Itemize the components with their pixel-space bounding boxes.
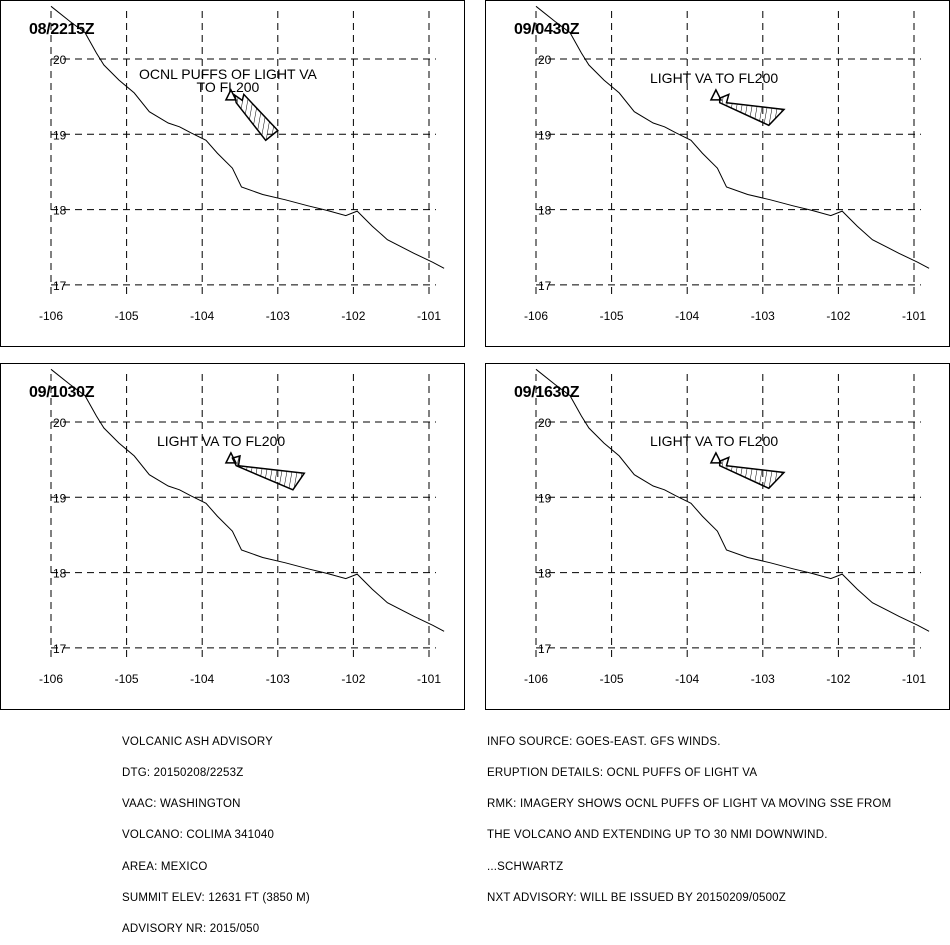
lat-tick-label: 17 bbox=[538, 279, 552, 293]
lat-tick-label: 18 bbox=[538, 204, 552, 218]
lon-tick-label: -102 bbox=[341, 672, 365, 686]
coastline bbox=[50, 5, 445, 269]
map-canvas: -106 -105 -104 -103 -102 -101 20 19 18 17 bbox=[39, 5, 445, 323]
panel-time-label: 08/2215Z bbox=[29, 21, 95, 38]
lon-tick-label: -105 bbox=[600, 309, 624, 323]
lon-tick-label: -101 bbox=[417, 309, 441, 323]
ash-label: LIGHT VA TO FL200 bbox=[650, 433, 779, 449]
advisory-line: THE VOLCANO AND EXTENDING UP TO 30 NMI D… bbox=[487, 829, 828, 842]
forecast-panel-2: -106 -105 -104 -103 -102 -101 20 19 18 17 09/0430… bbox=[485, 0, 950, 347]
lon-tick-label: -103 bbox=[266, 309, 290, 323]
lon-tick-label: -104 bbox=[675, 309, 699, 323]
ash-label-line: LIGHT VA TO FL200 bbox=[650, 433, 779, 449]
volcano-icon bbox=[709, 88, 723, 101]
volcano-icon bbox=[709, 451, 723, 464]
lat-tick-label: 18 bbox=[53, 567, 67, 581]
ash-cloud-polygon bbox=[718, 93, 786, 127]
lon-tick-label: -106 bbox=[39, 672, 63, 686]
ash-label: LIGHT VA TO FL200 bbox=[650, 70, 779, 86]
lat-tick-label: 17 bbox=[538, 642, 552, 656]
lat-tick-label: 20 bbox=[538, 53, 552, 67]
lat-tick-label: 19 bbox=[538, 491, 552, 505]
lon-tick-label: -105 bbox=[115, 672, 139, 686]
panel-time-label: 09/0430Z bbox=[514, 21, 580, 38]
lon-tick-label: -101 bbox=[902, 672, 926, 686]
lon-tick-label: -106 bbox=[39, 309, 63, 323]
coastline bbox=[535, 5, 930, 269]
ash-label: OCNL PUFFS OF LIGHT VA TO FL200 bbox=[139, 66, 317, 95]
lat-tick-label: 19 bbox=[53, 491, 67, 505]
forecast-panel-3: -106 -105 -104 -103 -102 -101 20 19 18 17 09/1030… bbox=[0, 363, 465, 710]
ash-cloud-polygon bbox=[718, 456, 786, 490]
lon-tick-label: -102 bbox=[341, 309, 365, 323]
coastline bbox=[535, 368, 930, 632]
lon-tick-label: -103 bbox=[751, 672, 775, 686]
lon-tick-label: -102 bbox=[826, 309, 850, 323]
panel-time-label: 09/1030Z bbox=[29, 384, 95, 401]
forecast-panel-1: -106 -105 -104 -103 -102 -101 20 19 18 17 08/2215… bbox=[0, 0, 465, 347]
lon-tick-label: -105 bbox=[600, 672, 624, 686]
volcano-icon bbox=[224, 451, 238, 464]
advisory-info-right: INFO SOURCE: GOES-EAST. GFS WINDS. ERUPT… bbox=[487, 716, 891, 914]
advisory-line: RMK: IMAGERY SHOWS OCNL PUFFS OF LIGHT V… bbox=[487, 798, 892, 811]
ash-label-line: OCNL PUFFS OF LIGHT VA bbox=[139, 66, 317, 82]
lon-tick-label: -105 bbox=[115, 309, 139, 323]
lon-tick-label: -104 bbox=[190, 309, 214, 323]
advisory-line: VOLCANIC ASH ADVISORY bbox=[122, 735, 273, 748]
lon-tick-label: -101 bbox=[902, 309, 926, 323]
ash-label-line: LIGHT VA TO FL200 bbox=[157, 433, 286, 449]
coastline bbox=[50, 368, 445, 632]
ash-label-line: TO FL200 bbox=[196, 79, 260, 95]
ash-cloud-polygon bbox=[233, 92, 279, 142]
map-canvas: -106 -105 -104 -103 -102 -101 20 19 18 17 bbox=[524, 368, 930, 686]
lon-tick-label: -103 bbox=[751, 309, 775, 323]
lat-tick-label: 20 bbox=[538, 416, 552, 430]
panel-time-label: 09/1630Z bbox=[514, 384, 580, 401]
advisory-line: NXT ADVISORY: WILL BE ISSUED BY 20150209… bbox=[487, 891, 786, 904]
lat-tick-label: 19 bbox=[53, 128, 67, 142]
lat-tick-label: 18 bbox=[538, 567, 552, 581]
advisory-line: DTG: 20150208/2253Z bbox=[122, 767, 244, 780]
lat-tick-label: 17 bbox=[53, 642, 67, 656]
lat-tick-label: 17 bbox=[53, 279, 67, 293]
ash-label-line: LIGHT VA TO FL200 bbox=[650, 70, 779, 86]
advisory-line: ADVISORY NR: 2015/050 bbox=[122, 923, 260, 936]
map-canvas: -106 -105 -104 -103 -102 -101 20 19 18 17 bbox=[524, 5, 930, 323]
lat-tick-label: 19 bbox=[538, 128, 552, 142]
forecast-panel-4: -106 -105 -104 -103 -102 -101 20 19 18 17 09/1630… bbox=[485, 363, 950, 710]
lat-tick-label: 20 bbox=[53, 53, 67, 67]
advisory-line: SUMMIT ELEV: 12631 FT (3850 M) bbox=[122, 891, 310, 904]
volcano-icon bbox=[224, 88, 238, 101]
lat-tick-label: 20 bbox=[53, 416, 67, 430]
advisory-line: VAAC: WASHINGTON bbox=[122, 798, 241, 811]
advisory-line: ...SCHWARTZ bbox=[487, 860, 564, 873]
lat-tick-label: 18 bbox=[53, 204, 67, 218]
map-canvas: -106 -105 -104 -103 -102 -101 20 19 18 17 bbox=[39, 368, 445, 686]
lon-tick-label: -102 bbox=[826, 672, 850, 686]
lon-tick-label: -104 bbox=[190, 672, 214, 686]
advisory-line: AREA: MEXICO bbox=[122, 860, 208, 873]
advisory-line: VOLCANO: COLIMA 341040 bbox=[122, 829, 275, 842]
ash-label: LIGHT VA TO FL200 bbox=[157, 433, 286, 449]
lon-tick-label: -104 bbox=[675, 672, 699, 686]
lon-tick-label: -106 bbox=[524, 309, 548, 323]
advisory-line: INFO SOURCE: GOES-EAST. GFS WINDS. bbox=[487, 735, 721, 748]
ash-cloud-polygon bbox=[231, 454, 306, 491]
advisory-info-left: VOLCANIC ASH ADVISORY DTG: 20150208/2253… bbox=[122, 716, 310, 945]
lon-tick-label: -101 bbox=[417, 672, 441, 686]
lon-tick-label: -103 bbox=[266, 672, 290, 686]
advisory-line: ERUPTION DETAILS: OCNL PUFFS OF LIGHT VA bbox=[487, 767, 758, 780]
lon-tick-label: -106 bbox=[524, 672, 548, 686]
